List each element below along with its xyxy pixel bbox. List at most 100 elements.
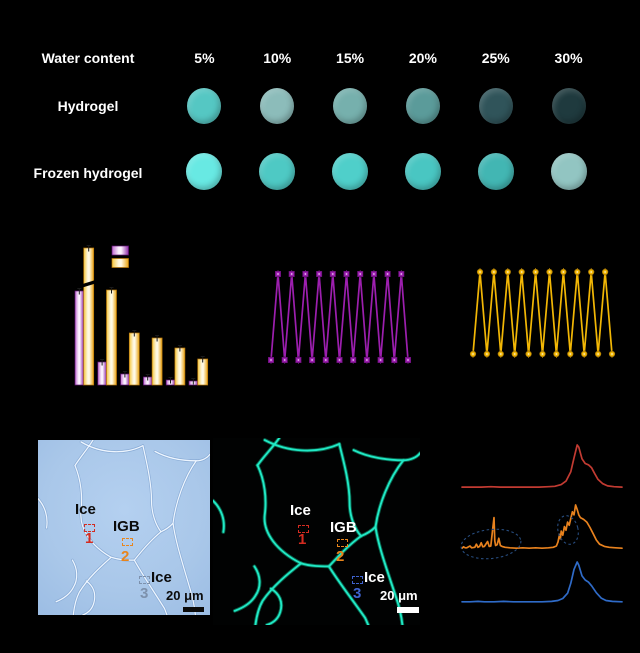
frozen-hydrogel-dot-5% xyxy=(186,153,223,190)
grain-boundary xyxy=(256,464,302,565)
water-content-column-30%: 30% xyxy=(554,50,583,66)
water-content-columns: 5% 10% 15% 20% 25% 30% xyxy=(168,50,605,66)
dot-cell xyxy=(386,153,459,190)
frozen-hydrogel-dot-row xyxy=(168,153,605,190)
scale-bar xyxy=(397,607,419,613)
grain-boundary-highlight xyxy=(133,531,162,561)
cycling-chart-yellow xyxy=(469,268,616,358)
bar-yellow-25% xyxy=(174,347,186,386)
grain-boundary xyxy=(374,526,404,625)
ice-grain-network-brightfield xyxy=(38,440,210,615)
grain-boundary-highlight xyxy=(74,440,94,467)
roi-box-2 xyxy=(337,539,348,547)
ice-label-3: Ice xyxy=(151,569,172,586)
roi-number-3: 3 xyxy=(140,585,149,602)
bar-yellow-30% xyxy=(197,358,209,386)
bar-yellow-5% xyxy=(83,247,95,386)
grain-boundary-highlight xyxy=(82,580,96,615)
ice-label-1: Ice xyxy=(290,502,311,519)
dot-cell xyxy=(168,88,241,124)
legend-swatch-yellow xyxy=(111,258,129,268)
roi-number-2: 2 xyxy=(336,548,345,565)
roi-box-1 xyxy=(298,525,309,533)
axis-break-mark xyxy=(82,280,96,288)
row-label-hydrogel: Hydrogel xyxy=(57,98,119,114)
roi-box-2 xyxy=(122,538,133,546)
water-content-title: Water content xyxy=(41,50,135,66)
dot-cell xyxy=(314,88,387,124)
frozen-hydrogel-dot-15% xyxy=(332,153,369,190)
roi-box-1 xyxy=(84,524,95,532)
bar-yellow-20% xyxy=(151,337,163,386)
grain-boundary-highlight xyxy=(154,450,210,462)
grain-boundary xyxy=(213,499,225,533)
grain-boundary-highlight xyxy=(55,559,78,603)
bar-purple-5% xyxy=(74,290,85,386)
spectrum-orange xyxy=(461,504,623,550)
grain-boundary xyxy=(338,443,362,537)
water-content-column-5%: 5% xyxy=(194,50,215,66)
dot-cell xyxy=(532,88,605,124)
hydrogel-dot-20% xyxy=(405,88,440,124)
hydrogel-dot-30% xyxy=(551,88,586,124)
bar-chart-intensity xyxy=(74,245,209,386)
dot-cell xyxy=(459,88,532,124)
ice-label-1: Ice xyxy=(75,501,96,518)
roi-number-2: 2 xyxy=(121,548,130,565)
dot-cell xyxy=(386,88,459,124)
spectrum-blue xyxy=(461,561,623,603)
igb-label: IGB xyxy=(330,519,357,536)
roi-box-3 xyxy=(139,576,150,584)
grain-boundary-highlight xyxy=(38,497,48,529)
dot-cell xyxy=(459,153,532,190)
dot-cell xyxy=(314,153,387,190)
scale-bar-label: 20 μm xyxy=(166,588,204,603)
hydrogel-dot-15% xyxy=(333,88,368,124)
fluorescence-micrograph-panel: Ice 1 IGB 2 Ice 3 20 μm xyxy=(213,438,420,625)
water-content-column-20%: 20% xyxy=(408,50,437,66)
annotation-dashed-ellipse-2 xyxy=(557,515,579,545)
igb-label: IGB xyxy=(113,518,140,535)
grain-boundary xyxy=(233,565,261,612)
spectra-chart xyxy=(460,444,623,603)
cycling-chart-purple xyxy=(267,270,411,364)
grain-boundary xyxy=(327,565,370,625)
cycles-yellow-line xyxy=(472,271,613,355)
hydrogel-dot-5% xyxy=(187,88,222,124)
cycles-purple-line xyxy=(270,273,409,361)
frozen-hydrogel-dot-10% xyxy=(259,153,296,190)
frozen-hydrogel-dot-25% xyxy=(477,153,514,190)
frozen-hydrogel-dot-30% xyxy=(550,153,587,190)
spectrum-red xyxy=(461,444,623,488)
roi-box-3 xyxy=(352,576,363,584)
grain-boundary-highlight xyxy=(80,441,144,453)
grain-boundary-highlight xyxy=(110,556,135,561)
roi-number-1: 1 xyxy=(85,530,94,547)
scale-bar-label: 20 μm xyxy=(380,588,418,603)
dot-cell xyxy=(241,153,314,190)
grain-boundary xyxy=(352,449,420,462)
dot-cell xyxy=(532,153,605,190)
ice-grain-network-fluorescence xyxy=(213,438,420,625)
row-label-frozen-hydrogel: Frozen hydrogel xyxy=(33,165,143,181)
scale-bar xyxy=(183,607,204,612)
grain-boundary-highlight xyxy=(74,464,112,558)
ice-label-3: Ice xyxy=(364,569,385,586)
grain-boundary xyxy=(254,562,302,625)
legend-swatch-purple xyxy=(111,245,129,256)
grain-boundary-highlight xyxy=(72,556,112,615)
bar-yellow-15% xyxy=(128,332,140,386)
water-content-column-10%: 10% xyxy=(263,50,292,66)
grain-boundary xyxy=(327,535,362,568)
water-content-column-15%: 15% xyxy=(336,50,365,66)
grain-boundary-highlight xyxy=(133,559,168,615)
grain-boundary xyxy=(265,587,283,625)
dot-cell xyxy=(168,153,241,190)
bar-yellow-10% xyxy=(106,289,117,386)
roi-number-3: 3 xyxy=(353,585,362,602)
dot-cell xyxy=(241,88,314,124)
hydrogel-dot-10% xyxy=(260,88,295,124)
grain-boundary-highlight xyxy=(142,445,162,533)
hydrogel-dot-row xyxy=(168,88,605,124)
